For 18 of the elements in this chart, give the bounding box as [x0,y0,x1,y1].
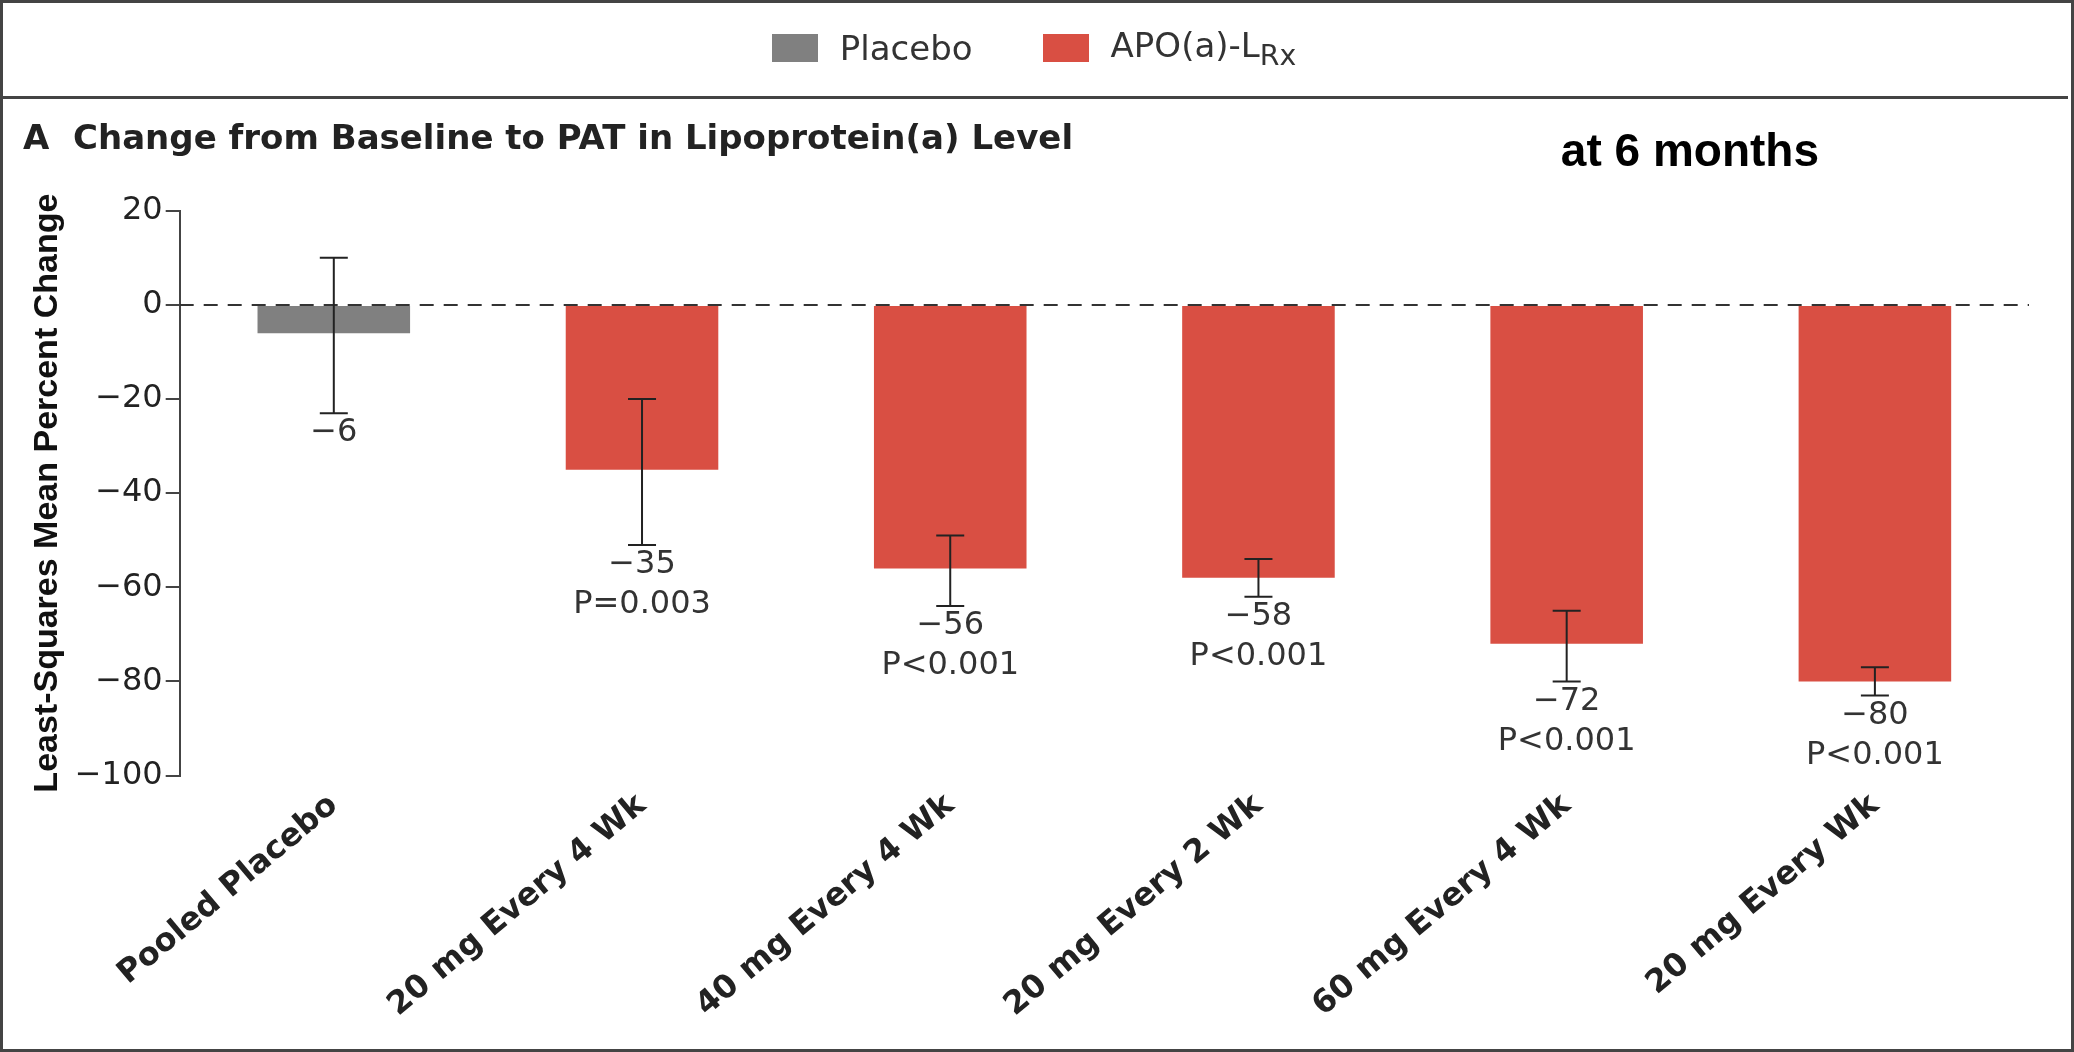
data-label: −56 P<0.001 [881,604,1020,683]
legend-label: Placebo [839,28,973,68]
data-label: −35 P=0.003 [573,543,711,622]
y-tick-label: −80 [95,659,163,698]
y-tick-label: −40 [95,471,163,510]
y-tick-label: −60 [95,565,163,604]
data-label: −80 P<0.001 [1806,693,1944,772]
y-axis-title: Least-Squares Mean Percent Change [25,193,64,793]
y-tick-label: 0 [142,283,163,322]
data-label: −6 [310,411,358,450]
y-tick-label: −100 [74,753,163,792]
data-label: −58 P<0.001 [1189,595,1328,673]
y-tick-label: −20 [95,377,163,416]
text: at 6 months [1560,124,1819,177]
chart-title: A Change from Baseline to PAT in Lipoprotein(a) Level [23,117,1074,158]
data-label: −72 P<0.001 [1497,679,1636,758]
y-tick-label: 20 [121,189,163,228]
legend-label: APO(a)-L$_{Rx}$ [1110,24,1297,72]
